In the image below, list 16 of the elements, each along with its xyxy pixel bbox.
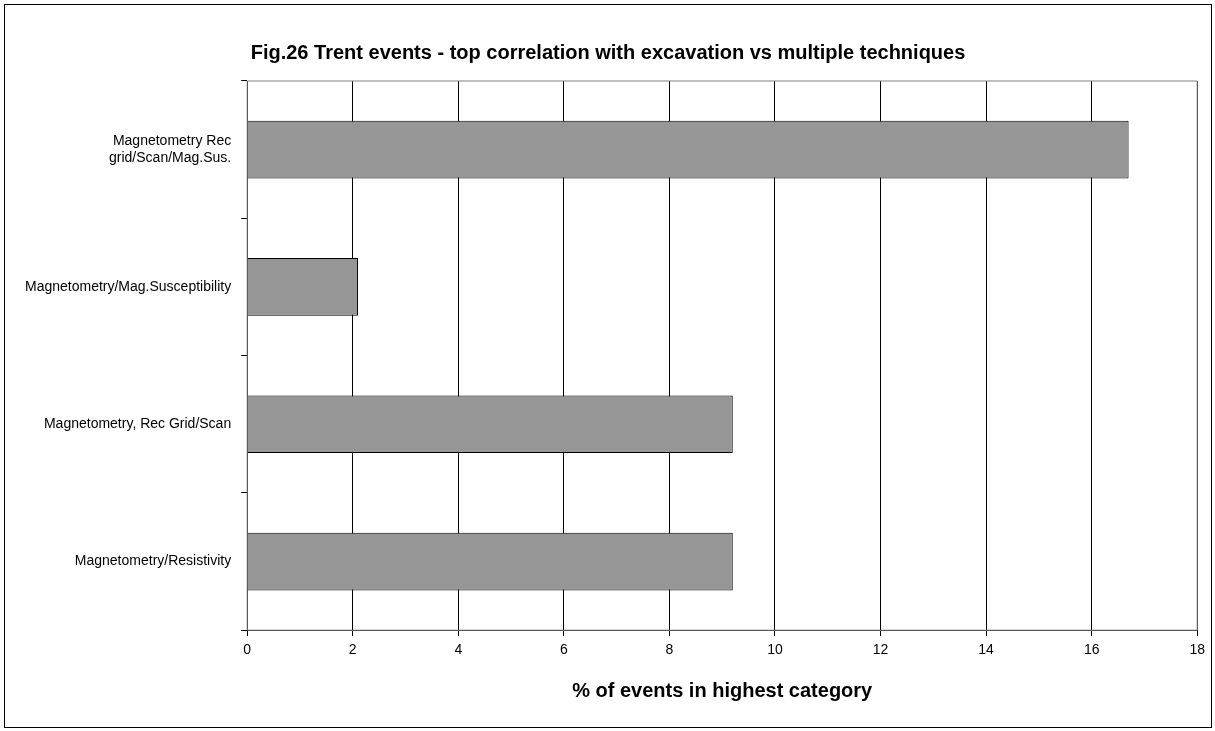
x-tick-label: 0: [243, 641, 252, 658]
x-tick-label: 6: [559, 641, 568, 658]
x-tick-label: 4: [454, 641, 463, 658]
x-tick-label: 14: [978, 641, 995, 658]
y-tick-label: Magnetometry, Rec Grid/Scan: [43, 415, 232, 432]
x-tick-label: 16: [1083, 641, 1100, 658]
x-tick-label: 12: [872, 641, 889, 658]
x-axis-title: % of events in highest category: [572, 678, 874, 701]
x-tick-label: 2: [348, 641, 357, 658]
chart-title: Fig.26 Trent events - top correlation with excavation vs multiple techniques: [250, 40, 966, 63]
y-tick-label: Magnetometry Rec grid/Scan/Mag.Sus.: [109, 132, 232, 165]
y-tick-label: Magnetometry/Mag.Susceptibility: [25, 277, 232, 294]
x-tick-label: 8: [665, 641, 674, 658]
x-tick-label: 18: [1189, 641, 1206, 658]
x-tick-label: 10: [767, 641, 783, 658]
y-tick-label: Magnetometry/Resistivity: [74, 552, 232, 569]
